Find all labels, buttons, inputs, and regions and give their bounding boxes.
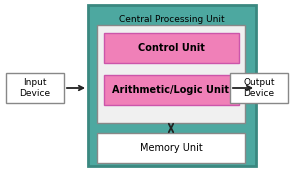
- Text: Memory Unit: Memory Unit: [140, 143, 202, 153]
- Text: Input
Device: Input Device: [19, 78, 50, 98]
- FancyBboxPatch shape: [104, 33, 239, 63]
- FancyBboxPatch shape: [97, 25, 245, 123]
- FancyBboxPatch shape: [104, 75, 239, 105]
- FancyBboxPatch shape: [97, 133, 245, 163]
- Text: Control Unit: Control Unit: [137, 43, 204, 53]
- FancyBboxPatch shape: [230, 73, 288, 103]
- Text: Output
Device: Output Device: [243, 78, 275, 98]
- Text: Arithmetic/Logic Unit: Arithmetic/Logic Unit: [112, 85, 230, 95]
- FancyBboxPatch shape: [6, 73, 64, 103]
- FancyBboxPatch shape: [88, 5, 256, 166]
- Text: Central Processing Unit: Central Processing Unit: [119, 15, 225, 23]
